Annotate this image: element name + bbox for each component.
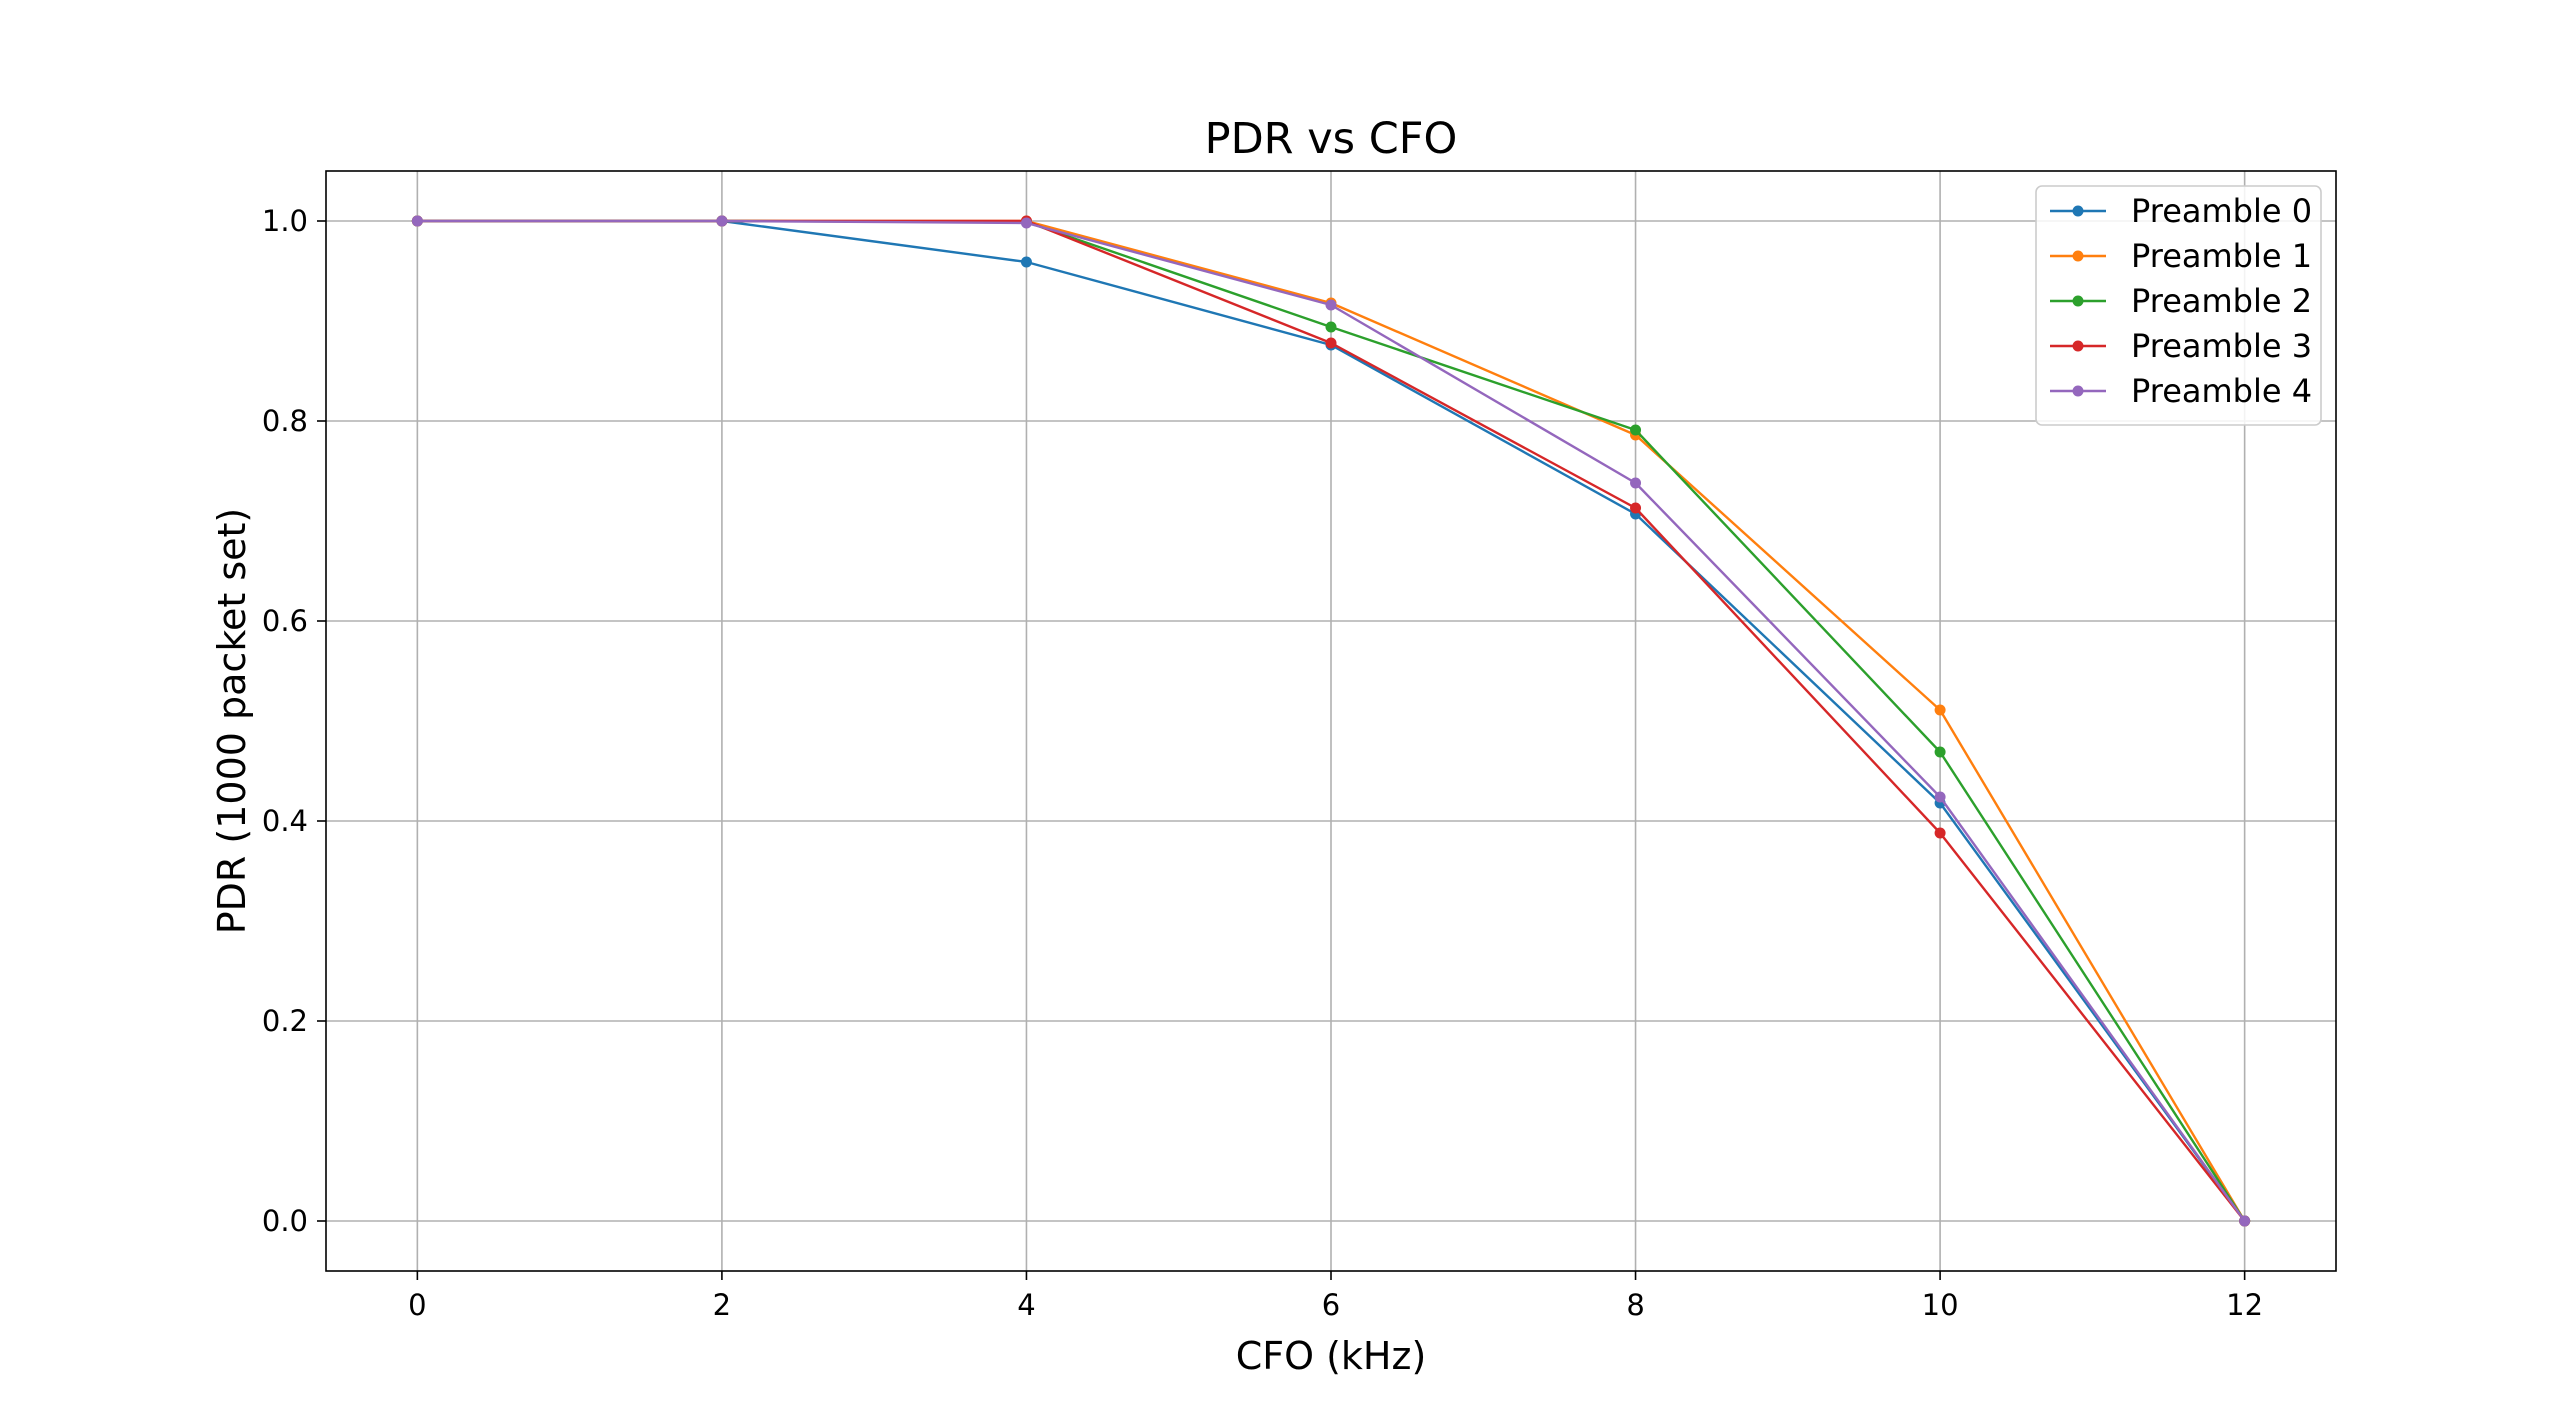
legend-label: Preamble 3 — [2131, 327, 2312, 365]
data-point — [1020, 217, 1032, 229]
x-tick-label: 0 — [408, 1288, 426, 1322]
legend-swatch-marker — [2072, 340, 2084, 352]
y-tick-label: 0.6 — [262, 604, 308, 638]
x-tick-label: 10 — [1922, 1288, 1959, 1322]
x-tick-label: 4 — [1017, 1288, 1035, 1322]
x-tick-label: 6 — [1322, 1288, 1340, 1322]
data-point — [1020, 256, 1032, 268]
legend-swatch-marker — [2072, 205, 2084, 217]
legend-swatch-marker — [2072, 385, 2084, 397]
data-point — [1934, 746, 1946, 758]
y-tick-label: 0.0 — [262, 1204, 308, 1238]
legend-item: Preamble 0 — [2050, 192, 2312, 230]
data-point — [1325, 299, 1337, 311]
data-point — [716, 215, 728, 227]
y-tick-label: 0.2 — [262, 1004, 308, 1038]
x-tick-label: 12 — [2226, 1288, 2263, 1322]
legend-item: Preamble 4 — [2050, 372, 2312, 410]
x-tick-label: 2 — [713, 1288, 731, 1322]
data-point — [1934, 791, 1946, 803]
x-tick-label: 8 — [1626, 1288, 1644, 1322]
legend-label: Preamble 1 — [2131, 237, 2312, 275]
series-preamble-4 — [411, 215, 2251, 1227]
legend-item: Preamble 2 — [2050, 282, 2312, 320]
data-point — [2239, 1215, 2251, 1227]
legend-swatch-marker — [2072, 295, 2084, 307]
x-axis-label: CFO (kHz) — [1236, 1334, 1427, 1378]
data-point — [1630, 477, 1642, 489]
legend-box — [2035, 185, 2322, 426]
legend-swatch-marker — [2072, 250, 2084, 262]
data-point — [1325, 321, 1337, 333]
legend: Preamble 0 Preamble 1 Preamble 2 Preamble 3… — [2035, 185, 2322, 426]
chart-title: PDR vs CFO — [1205, 114, 1458, 164]
data-point — [1325, 337, 1337, 349]
axis-ticks: 0 2 4 6 8 10 12 0.0 0.2 0.4 0.6 0.8 1.0 — [262, 204, 2263, 1322]
data-series — [411, 215, 2251, 1227]
grid-lines — [326, 171, 2336, 1271]
legend-label: Preamble 4 — [2131, 372, 2312, 410]
y-tick-label: 1.0 — [262, 204, 308, 238]
legend-label: Preamble 0 — [2131, 192, 2312, 230]
data-point — [411, 215, 423, 227]
y-axis-label: PDR (1000 packet set) — [210, 508, 254, 934]
data-point — [1934, 827, 1946, 839]
data-point — [1630, 424, 1642, 436]
legend-item: Preamble 3 — [2050, 327, 2312, 365]
data-point — [1630, 502, 1642, 514]
legend-label: Preamble 2 — [2131, 282, 2312, 320]
y-tick-label: 0.4 — [262, 804, 308, 838]
y-tick-label: 0.8 — [262, 404, 308, 438]
legend-item: Preamble 1 — [2050, 237, 2312, 275]
data-point — [1934, 704, 1946, 716]
